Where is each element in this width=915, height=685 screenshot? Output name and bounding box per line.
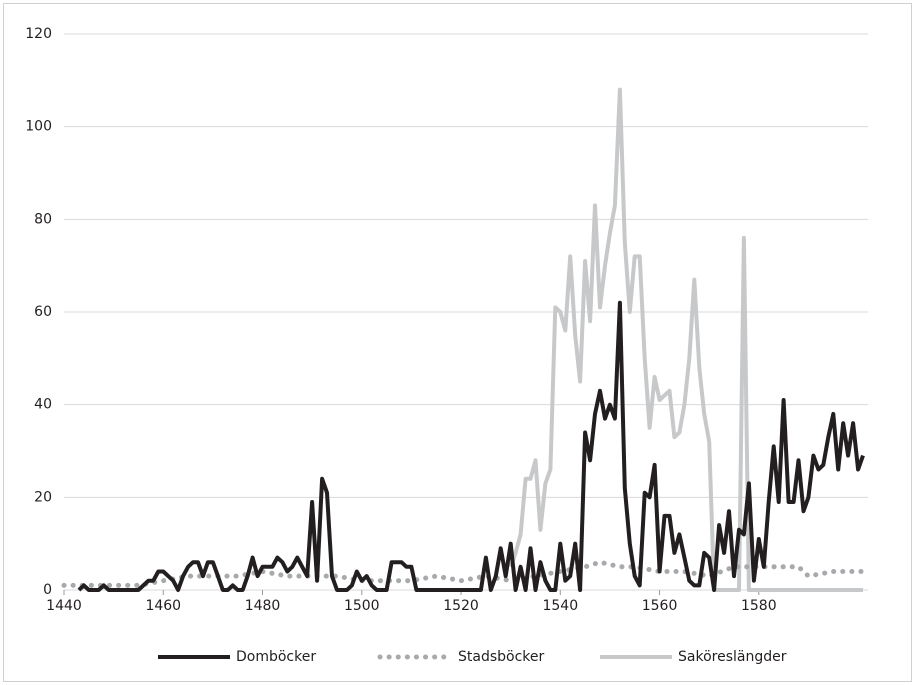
y-tick-label: 60 xyxy=(34,304,52,320)
y-tick-label: 120 xyxy=(25,26,52,42)
x-tick-label: 1560 xyxy=(642,598,678,614)
legend-label: Stadsböcker xyxy=(458,649,545,665)
series-line xyxy=(61,559,866,588)
series-line xyxy=(77,300,865,592)
x-tick-label: 1440 xyxy=(46,598,82,614)
x-tick-label: 1500 xyxy=(344,598,380,614)
x-tick-label: 1540 xyxy=(542,598,578,614)
y-tick-label: 40 xyxy=(34,397,52,413)
series-line xyxy=(508,87,863,592)
x-tick-label: 1580 xyxy=(741,598,777,614)
x-tick-label: 1520 xyxy=(443,598,479,614)
x-tick-label: 1480 xyxy=(245,598,281,614)
y-tick-label: 80 xyxy=(34,211,52,227)
x-tick-label: 1460 xyxy=(145,598,181,614)
legend-label: Saköreslängder xyxy=(678,649,787,665)
y-tick-label: 0 xyxy=(43,582,52,598)
y-tick-label: 20 xyxy=(34,489,52,505)
y-tick-label: 100 xyxy=(25,119,52,135)
legend-label: Domböcker xyxy=(236,649,316,665)
frame xyxy=(3,3,912,682)
